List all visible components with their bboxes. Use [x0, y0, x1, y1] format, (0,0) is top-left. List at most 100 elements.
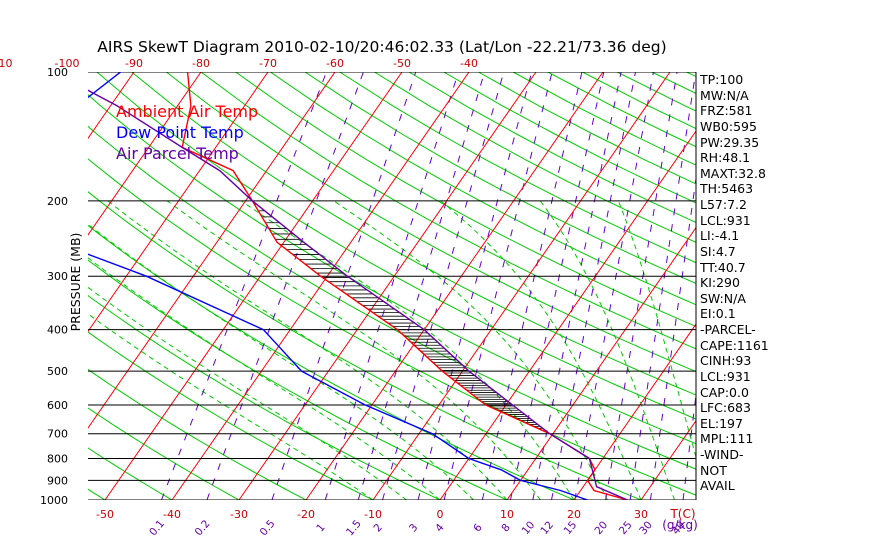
moist-adiabat-line [88, 223, 474, 500]
isotherm-line [372, 72, 671, 500]
mixing-ratio-tick-label: 0.2 [193, 518, 213, 539]
dry-adiabat-line [88, 224, 575, 500]
pressure-tick-label: 900 [47, 474, 68, 487]
index-pw: PW:29.35 [700, 134, 760, 150]
dry-adiabat-line [88, 331, 374, 500]
legend: Ambient Air Temp Dew Point Temp Air Parc… [116, 102, 258, 163]
isotherm-line [305, 72, 604, 500]
plot-grid [88, 72, 696, 500]
dry-adiabat-line [339, 72, 696, 264]
index-li: LI:-4.1 [700, 228, 740, 244]
dry-adiabat-line [88, 407, 240, 500]
pressure-tick-label: 200 [47, 195, 68, 208]
isotherm-line [439, 130, 696, 500]
index-parcel-lcl: LCL:931 [700, 368, 751, 384]
mixing-ratio-lines [160, 72, 696, 500]
dry-adiabat-line [165, 72, 696, 373]
mixing-ratio-tick-label: 20 [592, 519, 610, 537]
legend-air-parcel-temp: Air Parcel Temp [116, 144, 239, 163]
mixing-ratio-line [324, 72, 459, 500]
dry-adiabat-line [200, 72, 696, 350]
chart-title: AIRS SkewT Diagram 2010-02-10/20:46:02.3… [97, 38, 666, 56]
pressure-axis: 100 200 300 400 500 600 700 800 900 1000 [40, 66, 68, 507]
temperature-axis-top: -120-110-100-90-80-70-60-50-40 [0, 57, 478, 70]
dry-adiabat-line [131, 72, 696, 396]
temperature-axis-bottom: -50 -40 -30 -20 -10 0 10 20 30 [96, 508, 648, 521]
dew-point-temp-line [88, 72, 588, 500]
pressure-tick-label: 100 [47, 66, 68, 79]
index-sw: SW:N/A [700, 290, 746, 306]
index-th: TH:5463 [700, 181, 754, 197]
profile-lines [88, 72, 628, 500]
mixing-ratio-line [551, 72, 636, 500]
mixing-ratio-tick-label: 30 [637, 519, 655, 537]
mixing-ratio-tick-label: 1.5 [344, 518, 364, 539]
isotherm-line [640, 419, 696, 500]
mixing-ratio-tick-label: 8 [499, 522, 512, 535]
dry-adiabat-line [88, 158, 696, 496]
index-ki: KI:290 [700, 275, 740, 291]
dry-adiabat-line [270, 72, 696, 306]
isotherms [88, 72, 696, 500]
top-temperature-tick-label: -70 [259, 57, 277, 70]
mixing-ratio-tick-label: 3 [407, 522, 420, 535]
stability-indices-panel: TP:100 MW:N/A FRZ:581 WB0:595 PW:29.35 R… [700, 72, 868, 494]
mixing-ratio-tick-label: 25 [617, 519, 635, 537]
parcel-section-header: -PARCEL- [700, 322, 756, 337]
dry-adiabat-line [88, 191, 642, 500]
index-ei: EI:0.1 [700, 306, 736, 322]
moist-adiabat-line [240, 200, 575, 500]
index-l57: L57:7.2 [700, 197, 747, 212]
dry-adiabat-line [304, 72, 696, 285]
dry-adiabat-line [96, 72, 696, 420]
pressure-tick-label: 800 [47, 453, 68, 466]
temperature-tick-label: 0 [437, 508, 444, 521]
isotherm-line [88, 72, 269, 333]
mixing-ratio-tick-label: 1 [314, 522, 327, 535]
top-temperature-tick-label: -90 [125, 57, 143, 70]
top-temperature-tick-label: -110 [0, 57, 12, 70]
mixing-ratio-tick-label: 15 [562, 519, 580, 537]
index-tp: TP:100 [700, 72, 744, 87]
y-axis-label: PRESSURE (MB) [68, 233, 83, 332]
moist-adiabat-line [617, 200, 696, 459]
legend-dew-point-temp: Dew Point Temp [116, 123, 244, 142]
index-si: SI:4.7 [700, 243, 736, 259]
mixing-ratio-tick-label: 0.5 [258, 518, 278, 539]
moist-adiabat-line [107, 200, 508, 500]
temperature-tick-label: -40 [163, 508, 181, 521]
dry-adiabat-line [88, 94, 696, 445]
index-frz: FRZ:581 [700, 103, 753, 119]
mixing-ratio-tick-label: 6 [471, 521, 485, 534]
mixing-ratio-line [160, 72, 327, 500]
dry-adiabat-line [88, 294, 441, 500]
index-mw: MW:N/A [700, 87, 749, 103]
index-rh: RH:48.1 [700, 150, 751, 166]
mixing-ratio-line [574, 72, 654, 500]
index-cinh: CINH:93 [700, 353, 752, 369]
isotherm-line [88, 72, 202, 236]
isotherm-line [88, 72, 336, 429]
index-lfc: LFC:683 [700, 400, 751, 416]
top-temperature-tick-label: -60 [326, 57, 344, 70]
dry-adiabat-line [88, 447, 173, 500]
mixing-ratio-line [417, 72, 533, 500]
pressure-tick-label: 700 [47, 428, 68, 441]
pressure-tick-label: 600 [47, 399, 68, 412]
mixing-ratio-line [532, 72, 622, 500]
ambient-air-temp-line [181, 72, 628, 500]
temperature-tick-label: 30 [634, 508, 648, 521]
temperature-tick-label: -20 [297, 508, 315, 521]
mixing-ratio-line [382, 72, 505, 500]
temperature-tick-label: -50 [96, 508, 114, 521]
isotherm-line [573, 323, 696, 500]
mixing-ratio-tick-label: 10 [520, 519, 538, 537]
dry-adiabat-line [88, 259, 508, 500]
index-maxt: MAXT:32.8 [700, 165, 766, 181]
dry-adiabat-line [88, 368, 307, 500]
mixing-ratio-line [481, 72, 583, 500]
mixing-ratio-tick-label: 2 [371, 522, 384, 535]
temperature-tick-label: -10 [364, 508, 382, 521]
mixing-ratio-unit-label: (g/kg) [662, 518, 698, 532]
